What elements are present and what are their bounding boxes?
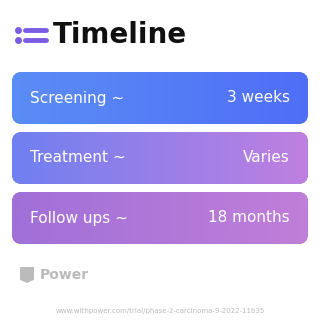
FancyBboxPatch shape	[12, 72, 308, 124]
Text: Screening ~: Screening ~	[30, 91, 124, 106]
Polygon shape	[20, 267, 34, 283]
FancyBboxPatch shape	[12, 132, 308, 184]
Text: Varies: Varies	[243, 150, 290, 165]
Text: www.withpower.com/trial/phase-2-carcinoma-9-2022-11b35: www.withpower.com/trial/phase-2-carcinom…	[55, 308, 265, 314]
Text: Treatment ~: Treatment ~	[30, 150, 126, 165]
Text: Power: Power	[40, 268, 89, 282]
Text: Follow ups ~: Follow ups ~	[30, 211, 128, 226]
Text: Timeline: Timeline	[53, 21, 187, 49]
Text: 3 weeks: 3 weeks	[227, 91, 290, 106]
FancyBboxPatch shape	[12, 192, 308, 244]
Text: 18 months: 18 months	[208, 211, 290, 226]
